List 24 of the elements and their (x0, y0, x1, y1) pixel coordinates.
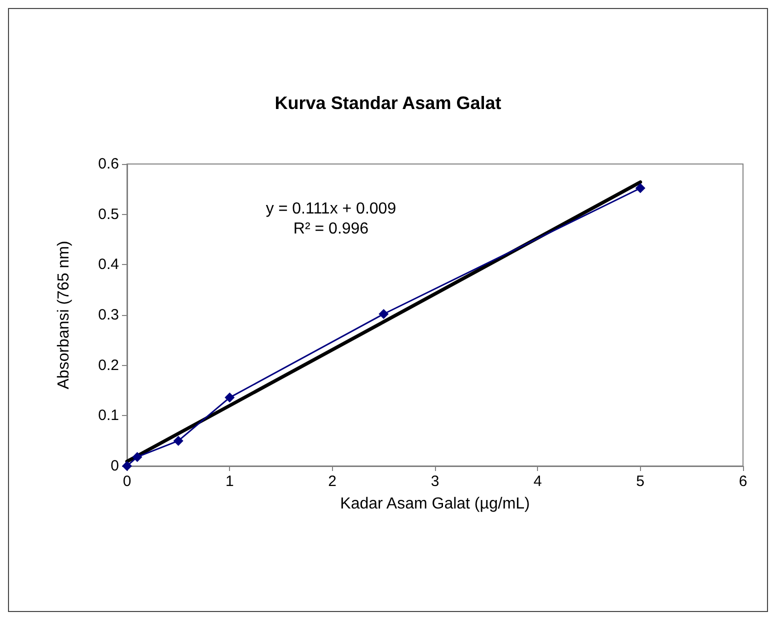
x-tick-label: 5 (636, 473, 645, 490)
x-tick-label: 2 (328, 473, 337, 490)
x-tick-label: 6 (738, 473, 748, 490)
x-tick-label: 3 (430, 473, 440, 490)
point (224, 392, 235, 403)
y-tick-label: 0 (110, 458, 119, 474)
x-axis-title: Kadar Asam Galat (µg/mL) (340, 496, 530, 512)
point (132, 452, 142, 462)
y-tick-label: 0.4 (98, 256, 119, 274)
x-tick-label: 0 (122, 473, 132, 490)
point (173, 436, 184, 446)
y-tick-label: 0.2 (98, 356, 119, 374)
x-tick-label: 1 (225, 473, 234, 490)
chart-title: Kurva Standar Asam Galat (274, 93, 502, 113)
point (378, 308, 389, 319)
annotation: y = 0.111x + 0.009 (266, 200, 396, 218)
annotation: R² = 0.996 (293, 220, 369, 238)
y-tick-label: 0.6 (98, 156, 119, 172)
y-axis-title: Absorbansi (765 nm) (56, 240, 72, 390)
point (635, 183, 646, 194)
y-tick-label: 0.3 (98, 306, 119, 324)
x-tick-label: 4 (533, 473, 542, 490)
y-tick-label: 0.1 (98, 407, 119, 424)
y-tick-label: 0.5 (98, 206, 119, 223)
